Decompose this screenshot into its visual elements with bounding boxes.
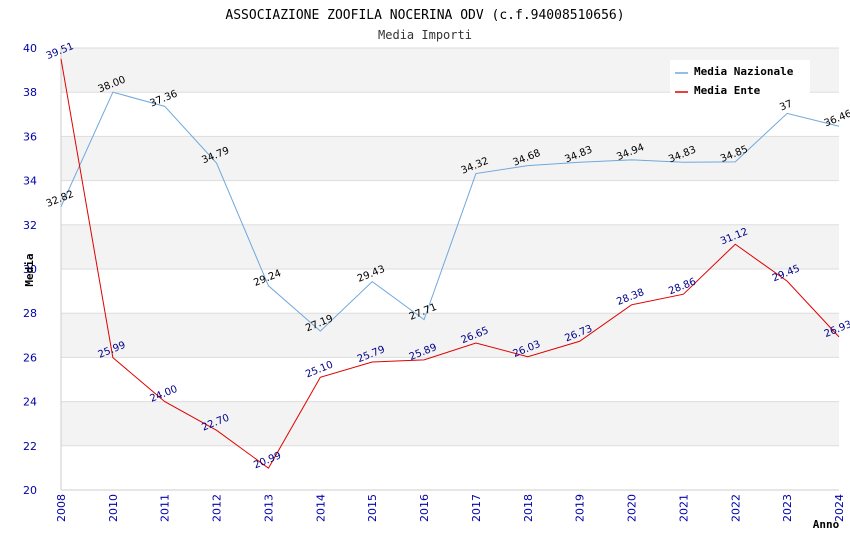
x-tick-label: 2023 [781,494,794,522]
x-tick-label: 2017 [470,494,483,522]
y-tick-label: 20 [23,484,37,497]
x-tick-label: 2008 [55,494,68,522]
y-tick-label: 40 [23,42,37,55]
plot-band [61,401,839,446]
plot-band [61,92,839,137]
y-tick-label: 30 [23,263,37,276]
legend-label-ente: Media Ente [694,84,761,97]
x-tick-label: 2010 [107,494,120,522]
y-tick-label: 26 [23,351,37,364]
x-axis-title: Anno [813,518,840,531]
x-tick-label: 2016 [418,494,431,522]
plot-band [61,136,839,181]
x-tick-label: 2020 [626,494,639,522]
x-tick-label: 2012 [211,494,224,522]
plot-band [61,313,839,358]
legend: Media Nazionale Media Ente [670,60,810,98]
legend-box [670,60,810,98]
chart-title: ASSOCIAZIONE ZOOFILA NOCERINA ODV (c.f.9… [225,8,624,23]
y-tick-label: 36 [23,130,37,143]
data-label-nazionale: 37 [778,99,794,114]
x-tick-label: 2011 [159,494,172,522]
plot-band [61,180,839,225]
y-tick-label: 28 [23,307,37,320]
x-tick-label: 2019 [574,494,587,522]
x-tick-label: 2015 [366,494,379,522]
axes [60,48,839,491]
x-tick-label: 2013 [262,494,275,522]
y-tick-labels: 20 22 24 26 28 30 32 34 36 38 40 [23,42,37,497]
x-tick-label: 2024 [833,494,846,522]
series-line-ente [60,58,840,469]
y-tick-label: 24 [23,396,37,409]
x-tick-labels: 2008 2010 2011 2012 2013 2014 2015 2016 2017 2018… [55,494,846,522]
y-tick-label: 34 [23,175,37,188]
y-tick-label: 22 [23,440,37,453]
plot-band [61,357,839,402]
y-tick-label: 38 [23,86,37,99]
plot-background-bands [61,48,839,490]
x-tick-label: 2014 [314,494,327,522]
x-tick-label: 2022 [729,494,742,522]
x-tick-label: 2018 [522,494,535,522]
series-lines [60,58,840,469]
plot-band [61,445,839,490]
y-tick-label: 32 [23,219,37,232]
chart-subtitle: Media Importi [378,28,472,42]
series-line-nazionale [60,91,840,332]
legend-label-nazionale: Media Nazionale [694,65,794,78]
y-axis-title: Media [23,253,36,286]
x-tick-label: 2021 [677,494,690,522]
plot-band [61,269,839,314]
